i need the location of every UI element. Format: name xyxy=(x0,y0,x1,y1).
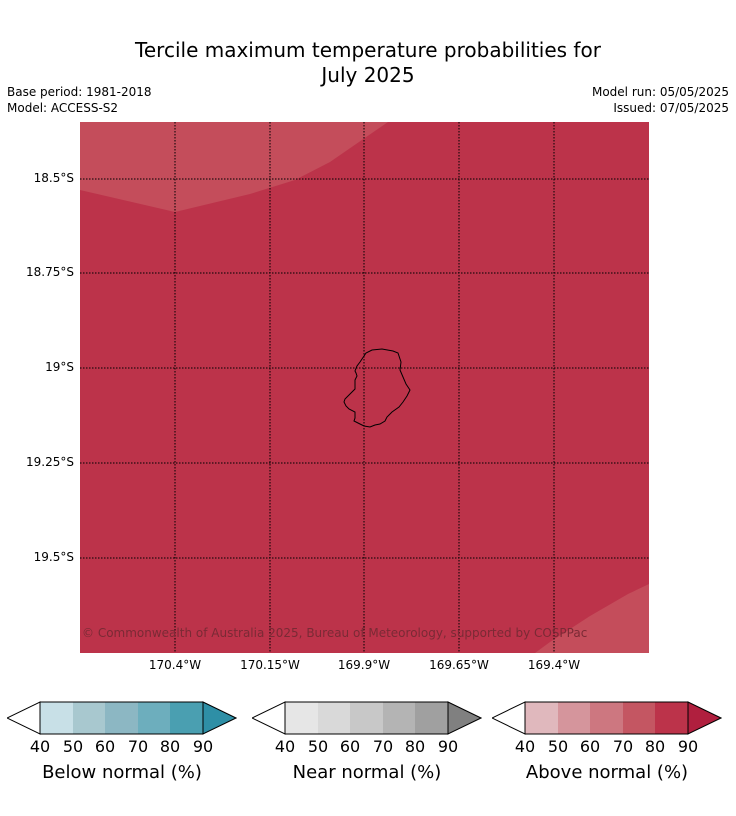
model-run: Model run: 05/05/2025 xyxy=(591,85,729,99)
colorbar-below-swatch-1 xyxy=(40,702,73,734)
tick-50: 50 xyxy=(307,737,329,756)
lat-label-19-25: 19.25°S xyxy=(26,455,74,469)
tick-80: 80 xyxy=(644,737,666,756)
colorbar-below-normal xyxy=(5,701,238,735)
tick-70: 70 xyxy=(127,737,149,756)
tick-90: 90 xyxy=(192,737,214,756)
map-panel: © Commonwealth of Australia 2025, Bureau… xyxy=(80,122,649,653)
colorbar-below-lower-arrow xyxy=(5,701,41,735)
lon-label-170-15: 170.15°W xyxy=(240,658,300,672)
colorbar-near-upper-arrow xyxy=(447,701,483,735)
tick-40: 40 xyxy=(514,737,536,756)
colorbar-near-swatch-2 xyxy=(318,702,350,734)
tick-50: 50 xyxy=(62,737,84,756)
tick-60: 60 xyxy=(339,737,361,756)
lat-label-19: 19°S xyxy=(45,360,74,374)
chart-title: Tercile maximum temperature probabilitie… xyxy=(0,38,736,88)
tick-40: 40 xyxy=(274,737,296,756)
colorbar-above-lower-arrow xyxy=(490,701,526,735)
colorbar-above-swatch-4 xyxy=(623,702,655,734)
copyright-notice: © Commonwealth of Australia 2025, Bureau… xyxy=(82,626,588,640)
colorbar-above-swatch-1 xyxy=(525,702,558,734)
tick-70: 70 xyxy=(372,737,394,756)
colorbar-near-normal xyxy=(250,701,483,735)
lat-label-19-5: 19.5°S xyxy=(33,550,74,564)
tick-90: 90 xyxy=(677,737,699,756)
colorbar-near-swatch-4 xyxy=(383,702,415,734)
tick-70: 70 xyxy=(612,737,634,756)
tick-40: 40 xyxy=(29,737,51,756)
colorbar-near-frame xyxy=(284,701,449,735)
base-period: Base period: 1981-2018 xyxy=(7,85,152,99)
colorbar-above-swatch-3 xyxy=(590,702,623,734)
tick-80: 80 xyxy=(159,737,181,756)
colorbar-below-swatch-5 xyxy=(170,702,203,734)
colorbar-above-swatch-2 xyxy=(558,702,590,734)
lon-label-170-4: 170.4°W xyxy=(148,658,202,672)
colorbar-below-upper-arrow xyxy=(202,701,238,735)
colorbar-below-swatch-3 xyxy=(105,702,138,734)
map-svg xyxy=(80,122,649,653)
colorbar-below-frame xyxy=(39,701,204,735)
niue-island-outline xyxy=(343,348,411,428)
lon-label-169-4: 169.4°W xyxy=(527,658,581,672)
meta-left: Base period: 1981-2018 Model: ACCESS-S2 xyxy=(7,84,152,116)
lighter-probability-area-southeast xyxy=(535,584,649,653)
colorbar-above-upper-arrow xyxy=(687,701,723,735)
legend-near-normal: 40 50 60 70 80 90 Near normal (%) xyxy=(250,700,483,783)
lat-label-18-5: 18.5°S xyxy=(33,171,74,185)
colorbar-above-frame xyxy=(524,701,689,735)
legend-below-normal: 40 50 60 70 80 90 Below normal (%) xyxy=(5,700,238,783)
colorbar-below-swatch-2 xyxy=(73,702,105,734)
lon-label-169-65: 169.65°W xyxy=(429,658,489,672)
lon-label-169-9: 169.9°W xyxy=(337,658,391,672)
colorbar-near-swatch-1 xyxy=(285,702,318,734)
tick-80: 80 xyxy=(404,737,426,756)
legend-above-normal: 40 50 60 70 80 90 Above normal (%) xyxy=(490,700,723,783)
legend-title-below: Below normal (%) xyxy=(42,762,202,783)
legend-title-near: Near normal (%) xyxy=(292,762,442,783)
colorbar-below-swatch-4 xyxy=(138,702,170,734)
title-line-1: Tercile maximum temperature probabilitie… xyxy=(135,38,601,62)
lighter-probability-area-north xyxy=(80,122,388,212)
title-line-2: July 2025 xyxy=(321,63,415,87)
tick-90: 90 xyxy=(437,737,459,756)
colorbar-near-swatch-3 xyxy=(350,702,383,734)
model-name: Model: ACCESS-S2 xyxy=(7,101,119,115)
colorbar-near-lower-arrow xyxy=(250,701,286,735)
tick-60: 60 xyxy=(579,737,601,756)
colorbar-above-normal xyxy=(490,701,723,735)
lon-gridlines xyxy=(174,122,555,653)
tick-60: 60 xyxy=(94,737,116,756)
colorbar-near-swatch-5 xyxy=(415,702,448,734)
issued-date: Issued: 07/05/2025 xyxy=(613,101,729,115)
lat-label-18-75: 18.75°S xyxy=(26,265,74,279)
colorbar-above-swatch-5 xyxy=(655,702,688,734)
legend-title-above: Above normal (%) xyxy=(525,762,689,783)
tick-50: 50 xyxy=(547,737,569,756)
meta-right: Model run: 05/05/2025 Issued: 07/05/2025 xyxy=(592,84,729,116)
